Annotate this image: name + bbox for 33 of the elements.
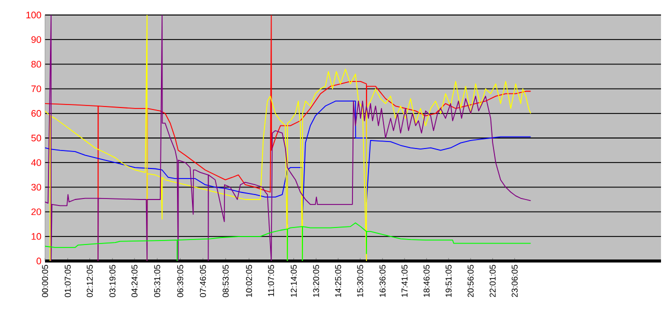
y-tick-label: 70	[31, 85, 42, 92]
y-tick-label: 60	[31, 110, 42, 117]
x-tick-label: 19:51:05	[446, 264, 452, 297]
x-tick-label: 05:31:05	[154, 264, 160, 298]
y-tick-label: 10	[32, 233, 42, 240]
x-tick-label: 10:02:05	[246, 264, 252, 297]
x-tick-label: 02:12:05	[86, 264, 93, 298]
x-tick-label: 08:53:05	[222, 264, 229, 298]
x-tick-label: 16:36:05	[380, 264, 386, 297]
x-tick-label: 01:07:05	[64, 264, 71, 298]
x-tick-label: 17:41:05	[402, 264, 408, 297]
x-tick-label: 12:14:05	[290, 264, 297, 297]
x-tick-label: 15:30:05	[357, 264, 364, 297]
x-tick-label: 23:06:05	[512, 264, 518, 298]
x-tick-label: 13:20:05	[313, 264, 320, 297]
x-tick-label: 00:00:05	[42, 264, 48, 298]
y-tick-label: 20	[31, 208, 42, 216]
x-tick-label: 18:46:05	[424, 264, 430, 297]
y-tick-label: 40	[31, 159, 42, 166]
y-tick-label: 90	[31, 36, 42, 43]
x-tick-label: 03:19:05	[109, 264, 116, 298]
y-tick-label: 80	[31, 60, 42, 68]
x-tick-label: 14:25:05	[335, 264, 342, 297]
x-tick-label: 07:46:05	[200, 264, 206, 298]
x-tick-label: 22:01:05	[490, 264, 496, 298]
y-tick-label: 50	[31, 134, 42, 142]
y-tick-label: 30	[31, 184, 42, 191]
x-tick-label: 11:07:05	[268, 264, 274, 296]
x-tick-label: 06:39:05	[177, 264, 184, 298]
y-tick-label: 0	[36, 258, 42, 264]
y-tick-label: 100	[26, 12, 42, 18]
x-tick-label: 20:56:05	[468, 264, 474, 298]
x-tick-label: 04:24:05	[131, 264, 138, 298]
